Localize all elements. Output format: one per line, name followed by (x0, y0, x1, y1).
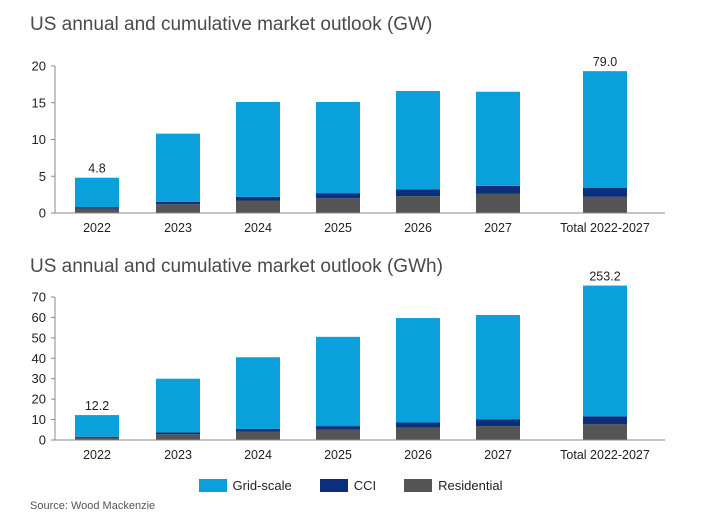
c2-bar-residential-6 (583, 424, 627, 440)
c1-bar-residential-4 (396, 196, 440, 213)
c2-bar-cci-1 (156, 432, 200, 435)
legend-item-cci: CCI (319, 478, 377, 493)
c2-x-tick-label-6: Total 2022-2027 (560, 448, 650, 462)
c2-bar-residential-2 (236, 431, 280, 440)
c2-x-tick-label-3: 2025 (324, 448, 352, 462)
c2-bar-grid-scale-1 (156, 378, 200, 433)
c1-y-tick-label: 15 (32, 95, 46, 110)
c2-bar-residential-5 (476, 426, 520, 440)
c1-bar-grid-scale-3 (316, 102, 360, 194)
c2-x-tick-label-4: 2026 (404, 448, 432, 462)
legend-swatch-cci (319, 479, 348, 492)
c1-data-label-6: 79.0 (593, 55, 617, 69)
c2-x-tick-label-2: 2024 (244, 448, 272, 462)
c1-bar-cci-5 (476, 185, 520, 194)
legend-swatch-grid-scale (198, 479, 227, 492)
c1-bar-grid-scale-6 (583, 71, 627, 189)
c1-bar-grid-scale-0 (75, 177, 119, 208)
c2-x-tick-label-0: 2022 (83, 448, 111, 462)
c2-data-label-6: 253.2 (589, 270, 620, 284)
c2-x-tick-label-1: 2023 (164, 448, 192, 462)
c2-bar-residential-0 (75, 437, 119, 440)
c2-y-tick-label: 0 (39, 433, 46, 448)
chart-title-gwh: US annual and cumulative market outlook … (30, 256, 443, 277)
c1-y-tick-label: 5 (39, 169, 46, 184)
c2-bar-cci-0 (75, 436, 119, 438)
c1-bar-grid-scale-1 (156, 133, 200, 202)
c1-x-tick-label-5: 2027 (484, 221, 512, 235)
legend-item-grid-scale: Grid-scale (198, 478, 292, 493)
c1-x-tick-label-0: 2022 (83, 221, 111, 235)
c2-y-tick-label: 40 (32, 351, 46, 366)
c1-bar-cci-1 (156, 201, 200, 205)
c1-bar-cci-2 (236, 196, 280, 201)
c2-bar-cci-6 (583, 416, 627, 425)
c1-bar-grid-scale-2 (236, 102, 280, 197)
c2-y-tick-label: 60 (32, 310, 46, 325)
c1-data-label-0: 4.8 (88, 162, 105, 176)
c1-bar-residential-2 (236, 200, 280, 213)
c2-y-tick-label: 70 (32, 290, 46, 305)
legend-swatch-residential (404, 479, 433, 492)
c1-y-tick-label: 20 (32, 59, 46, 74)
c2-bar-cci-5 (476, 419, 520, 427)
c2-y-tick-label: 50 (32, 330, 46, 345)
c2-bar-residential-4 (396, 427, 440, 440)
c2-bar-grid-scale-2 (236, 357, 280, 429)
c2-bar-grid-scale-0 (75, 415, 119, 437)
c1-bar-residential-0 (75, 208, 119, 213)
c2-bar-grid-scale-4 (396, 318, 440, 423)
c1-bar-cci-6 (583, 188, 627, 197)
c1-bar-cci-3 (316, 193, 360, 199)
c2-y-tick-label: 30 (32, 371, 46, 386)
c2-bar-residential-1 (156, 434, 200, 440)
legend-item-residential: Residential (404, 478, 502, 493)
chart-title-gw: US annual and cumulative market outlook … (30, 14, 433, 35)
c2-bar-cci-3 (316, 426, 360, 430)
c1-bar-residential-6 (583, 196, 627, 213)
c1-y-tick-label: 10 (32, 132, 46, 147)
c1-x-tick-label-4: 2026 (404, 221, 432, 235)
c1-x-tick-label-3: 2025 (324, 221, 352, 235)
c2-bar-grid-scale-6 (583, 285, 627, 417)
c1-bar-grid-scale-5 (476, 91, 520, 186)
c2-bar-cci-2 (236, 428, 280, 432)
c1-x-tick-label-6: Total 2022-2027 (560, 221, 650, 235)
c2-bar-grid-scale-5 (476, 314, 520, 420)
c2-x-tick-label-5: 2027 (484, 448, 512, 462)
c2-data-label-0: 12.2 (85, 399, 109, 413)
c2-y-tick-label: 20 (32, 392, 46, 407)
c1-bar-cci-4 (396, 189, 440, 197)
c1-bar-grid-scale-4 (396, 90, 440, 190)
c1-bar-residential-1 (156, 204, 200, 213)
c1-bar-cci-0 (75, 207, 119, 209)
c2-bar-residential-3 (316, 429, 360, 440)
c1-bar-residential-5 (476, 193, 520, 213)
legend: Grid-scale CCI Residential (0, 478, 701, 493)
c2-bar-grid-scale-3 (316, 336, 360, 427)
source-note: Source: Wood Mackenzie (30, 500, 156, 512)
c1-bar-residential-3 (316, 198, 360, 213)
c1-x-tick-label-1: 2023 (164, 221, 192, 235)
legend-label-grid-scale: Grid-scale (232, 478, 292, 493)
legend-label-cci: CCI (353, 478, 377, 493)
legend-label-residential: Residential (438, 478, 503, 493)
c2-bar-cci-4 (396, 422, 440, 428)
c2-y-tick-label: 10 (32, 412, 46, 427)
c1-x-tick-label-2: 2024 (244, 221, 272, 235)
c1-y-tick-label: 0 (39, 206, 46, 221)
